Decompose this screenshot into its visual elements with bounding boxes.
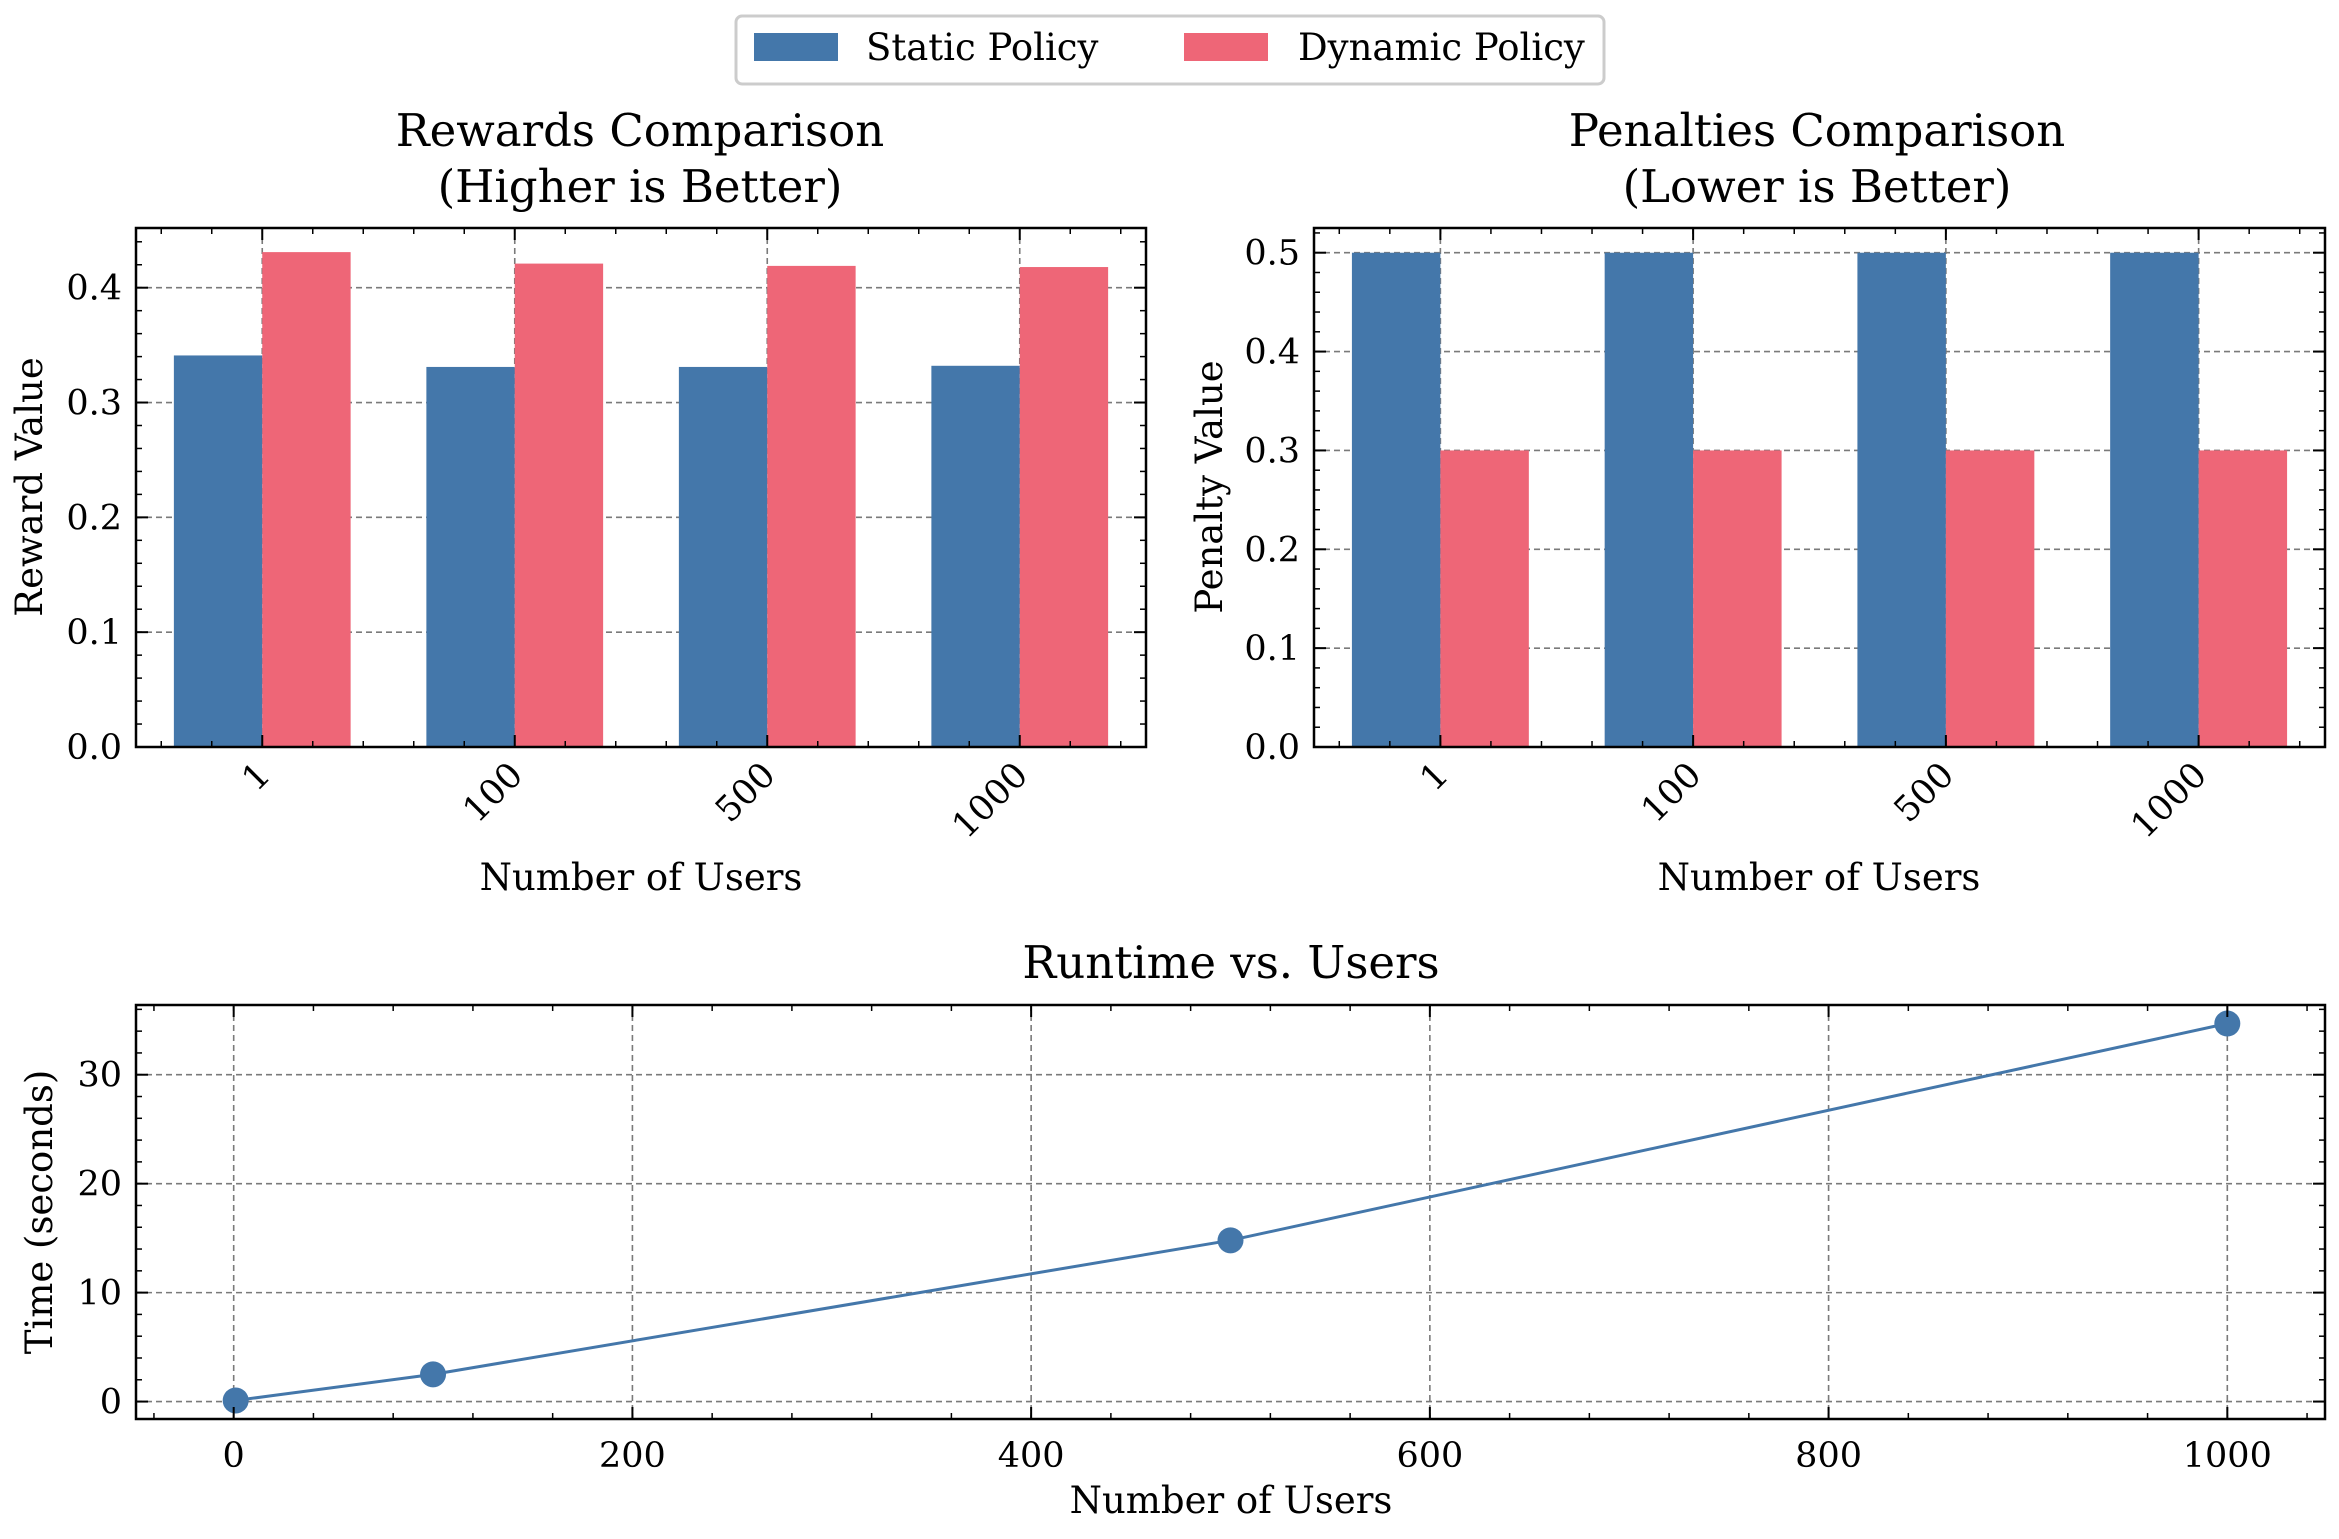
rewards-bar-static [426, 366, 515, 747]
rewards-bars [173, 252, 1109, 747]
penalties-title-line1: Penalties Comparison [1569, 104, 2066, 157]
runtime-plot-frame [134, 1003, 2327, 1421]
rewards-ytick-label: 0.1 [66, 613, 122, 653]
penalties-plot-frame [1312, 226, 2327, 749]
runtime-xtick-label: 400 [998, 1436, 1065, 1476]
penalties-bar-static [1604, 252, 1694, 747]
runtime-ytick-label: 0 [100, 1383, 122, 1423]
runtime-ytick-label: 10 [77, 1274, 122, 1314]
penalties-ytick-label: 0.4 [1244, 333, 1300, 373]
penalties-bar-static [1857, 252, 1946, 747]
penalties-bar-dynamic [1693, 450, 1782, 747]
rewards-xtick-label: 100 [456, 755, 532, 831]
penalties-xtick-label: 1 [1413, 755, 1457, 799]
rewards-ytick-label: 0.4 [66, 269, 122, 309]
rewards-title-line1: Rewards Comparison [396, 104, 884, 157]
rewards-xtick-label: 1 [235, 755, 279, 799]
rewards-bar-dynamic [767, 265, 856, 747]
penalties-bars [1351, 252, 2288, 747]
penalties-ylabel: Penalty Value [1188, 360, 1231, 613]
runtime-ytick-label: 30 [77, 1056, 122, 1096]
legend-frame [734, 14, 1606, 86]
penalties-xtick-label: 100 [1634, 755, 1710, 831]
runtime-ytick-label: 20 [77, 1165, 122, 1205]
runtime-gridlines [136, 1005, 2325, 1419]
penalties-panel: Penalties Comparison (Lower is Better) 0… [1188, 104, 2327, 899]
rewards-ylabel: Reward Value [8, 357, 51, 617]
penalties-xtick-label: 1000 [2124, 755, 2215, 846]
penalties-xtick-label: 500 [1887, 755, 1963, 831]
runtime-xtick-label: 1000 [2183, 1436, 2272, 1476]
rewards-xtick-label: 1000 [945, 755, 1036, 846]
rewards-plot-frame [134, 226, 1148, 749]
legend-label-static: Static Policy [866, 26, 1099, 69]
rewards-panel: Rewards Comparison (Higher is Better) 0.… [8, 104, 1148, 899]
runtime-point [420, 1361, 447, 1388]
penalties-xlabel: Number of Users [1658, 856, 1981, 899]
rewards-ytick-label: 0.0 [66, 728, 122, 768]
runtime-xtick-label: 0 [223, 1436, 245, 1476]
penalties-ytick-label: 0.1 [1244, 629, 1300, 669]
penalties-bar-dynamic [1945, 450, 2035, 747]
runtime-ticks: 0 200 400 600 800 1000 0 10 20 30 [77, 1005, 2325, 1476]
rewards-xlabel: Number of Users [480, 856, 803, 899]
runtime-point [2214, 1010, 2241, 1037]
rewards-bar-static [173, 355, 263, 747]
rewards-bar-dynamic [262, 252, 351, 747]
runtime-xtick-label: 200 [599, 1436, 666, 1476]
penalties-bar-dynamic [1440, 450, 1529, 747]
penalties-bar-static [2110, 252, 2199, 747]
runtime-line [235, 1022, 2228, 1402]
legend: Static Policy Dynamic Policy [734, 14, 1606, 86]
rewards-title-line2: (Higher is Better) [438, 160, 843, 213]
penalties-ytick-label: 0.5 [1244, 234, 1300, 274]
runtime-xtick-label: 800 [1795, 1436, 1862, 1476]
penalties-ytick-label: 0.3 [1244, 431, 1300, 471]
runtime-ylabel: Time (seconds) [18, 1070, 61, 1355]
rewards-ytick-label: 0.3 [66, 384, 122, 424]
rewards-ytick-label: 0.2 [66, 498, 122, 538]
runtime-xtick-label: 600 [1396, 1436, 1463, 1476]
runtime-series [222, 1010, 2241, 1414]
rewards-bar-dynamic [1019, 267, 1109, 747]
runtime-xlabel: Number of Users [1070, 1479, 1393, 1522]
penalties-ytick-label: 0.0 [1244, 728, 1300, 768]
rewards-bar-static [931, 365, 1020, 747]
legend-label-dynamic: Dynamic Policy [1298, 26, 1585, 69]
rewards-bar-static [678, 366, 768, 747]
runtime-point [1217, 1227, 1244, 1254]
runtime-point [222, 1387, 249, 1414]
penalties-ytick-label: 0.2 [1244, 530, 1300, 570]
runtime-panel: Runtime vs. Users 0 200 400 600 800 1000 0 10 20… [18, 936, 2327, 1522]
rewards-bar-dynamic [514, 263, 604, 747]
penalties-bar-dynamic [2198, 450, 2288, 747]
runtime-title: Runtime vs. Users [1022, 936, 1439, 989]
legend-swatch-dynamic [1184, 33, 1268, 61]
legend-swatch-static [754, 33, 838, 61]
penalties-bar-static [1351, 252, 1441, 747]
penalties-title-line2: (Lower is Better) [1623, 160, 2012, 213]
rewards-xtick-label: 500 [708, 755, 784, 831]
